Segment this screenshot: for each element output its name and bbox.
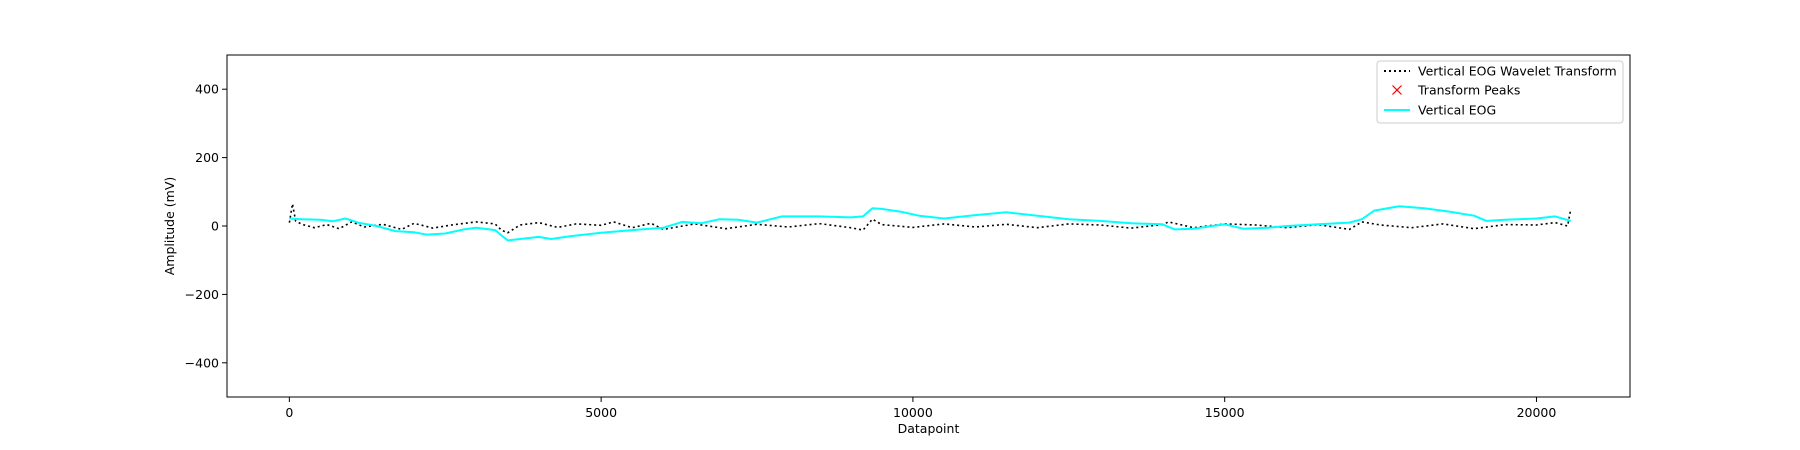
legend-swatch-transform-peaks — [1392, 85, 1402, 95]
plot-area — [288, 203, 1572, 242]
y-axis-label: Amplitude (mV) — [162, 177, 177, 276]
y-tick-label: 200 — [195, 150, 219, 165]
x-tick-label: 15000 — [1205, 405, 1245, 420]
x-axis-ticks: 0 5000 10000 15000 20000 — [285, 397, 1556, 420]
legend: Vertical EOG Wavelet Transform Transform… — [1376, 60, 1624, 124]
x-tick-label: 10000 — [893, 405, 933, 420]
y-axis-ticks: −400 −200 0 200 400 — [185, 82, 227, 370]
legend-label-vertical-eog: Vertical EOG — [1418, 103, 1496, 118]
x-tick-label: 5000 — [585, 405, 617, 420]
axes-frame — [226, 54, 1631, 398]
legend-label-wavelet-transform: Vertical EOG Wavelet Transform — [1418, 64, 1617, 79]
x-tick-label: 20000 — [1517, 405, 1557, 420]
series-line-2 — [289, 205, 1572, 242]
x-axis-label: Datapoint — [898, 421, 960, 436]
series-line-0 — [288, 203, 1572, 234]
y-tick-label: −200 — [185, 287, 219, 302]
legend-frame — [1376, 60, 1624, 124]
x-tick-label: 0 — [285, 405, 293, 420]
y-tick-label: −400 — [185, 355, 219, 370]
legend-label-transform-peaks: Transform Peaks — [1417, 83, 1520, 98]
y-tick-label: 400 — [195, 82, 219, 97]
y-tick-label: 0 — [211, 219, 219, 234]
